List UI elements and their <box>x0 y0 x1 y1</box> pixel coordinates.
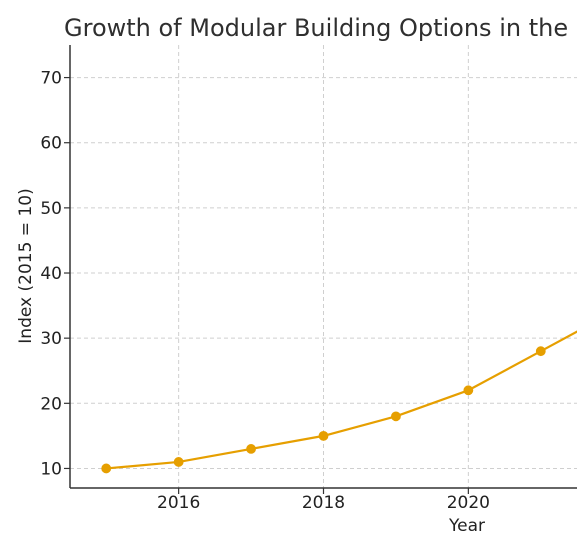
x-tick-label: 2016 <box>157 493 200 513</box>
x-tick-label: 2018 <box>302 493 345 513</box>
data-point <box>391 411 401 422</box>
data-point <box>535 346 546 357</box>
y-tick-label: 10 <box>40 459 62 479</box>
ticks: 10 20 30 40 50 60 70 2016 2018 2020 <box>40 69 490 513</box>
data-point <box>101 463 112 474</box>
data-point <box>318 430 329 441</box>
data-point <box>246 444 256 454</box>
chart-title: Growth of Modular Building Options in th… <box>64 14 568 42</box>
x-tick-label: 2020 <box>447 493 490 513</box>
grid-lines <box>70 45 577 488</box>
y-axis-label: Index (2015 = 10) <box>16 188 36 343</box>
series-line <box>105 330 577 470</box>
series-layer <box>101 330 577 474</box>
y-tick-label: 50 <box>40 199 62 219</box>
y-tick-label: 30 <box>40 329 62 349</box>
x-axis-label: Year <box>448 516 485 536</box>
y-tick-label: 40 <box>40 264 62 284</box>
y-tick-label: 70 <box>40 69 62 89</box>
data-point <box>173 457 184 467</box>
data-point <box>463 385 474 396</box>
y-tick-label: 20 <box>40 394 62 414</box>
y-tick-label: 60 <box>40 134 62 154</box>
